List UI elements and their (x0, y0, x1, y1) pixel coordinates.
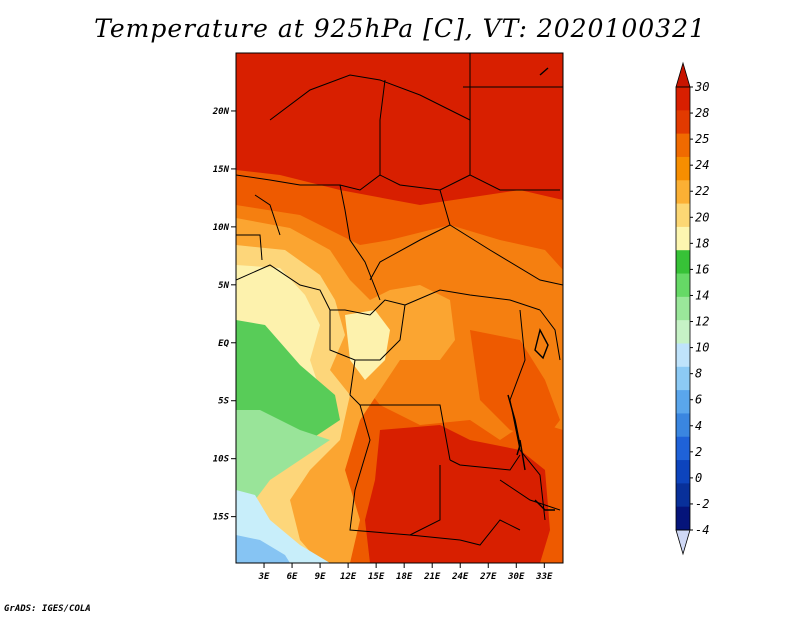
region-blue-atlantic (236, 535, 290, 563)
colorbar-label: 2 (695, 445, 702, 459)
map-title: Temperature at 925hPa [C], VT: 202010032… (94, 14, 706, 43)
lat-tick-label: EQ (218, 339, 229, 349)
region-pale-congo-basin (345, 310, 390, 380)
colorbar-segment (676, 460, 690, 484)
colorbar-label: 14 (695, 288, 709, 302)
colorbar-label: 22 (695, 184, 709, 198)
colorbar-label: 12 (695, 315, 709, 329)
colorbar-label: 20 (695, 210, 709, 224)
colorbar-label: 10 (695, 341, 709, 355)
colorbar-segment (676, 250, 690, 275)
lon-tick-label: 21E (423, 572, 441, 582)
colorbar-label: 18 (695, 236, 709, 250)
colorbar-label: 8 (695, 367, 702, 381)
lat-tick-label: 20N (212, 107, 230, 117)
lon-tick-label: 6E (287, 572, 298, 582)
colorbar-label: 4 (695, 419, 702, 433)
region-orange-east-africa (470, 330, 560, 440)
colorbar-top-arrow (675, 61, 691, 88)
lat-tick-label: 5S (218, 397, 229, 407)
colorbar-segment (676, 436, 690, 461)
colorbar-segment (676, 180, 690, 205)
country-borders (236, 53, 563, 546)
lon-tick-label: 12E (340, 572, 357, 582)
lon-tick-label: 27E (479, 572, 497, 582)
colorbar-segment (676, 156, 690, 181)
credit-text: GrADS: IGES/COLA (4, 604, 91, 614)
colorbar-segment (676, 133, 690, 158)
colorbar-segment (676, 506, 690, 531)
colorbar-segment (676, 110, 690, 135)
lat-tick-label: 10N (213, 223, 230, 233)
colorbar-segment (676, 87, 690, 111)
lon-tick-label: 18E (396, 572, 413, 582)
colorbar-label: 24 (695, 158, 709, 172)
colorbar-segment (676, 483, 690, 508)
colorbar-segment (676, 226, 690, 251)
lon-tick-label: 15E (368, 572, 385, 582)
region-hot-angola (365, 425, 550, 563)
region-lightgreen-atlantic (236, 410, 330, 515)
map-plot-area (236, 53, 563, 563)
lon-tick-label: 30E (507, 572, 525, 582)
colorbar-segment (676, 296, 690, 321)
colorbar-label: 30 (694, 80, 709, 94)
colorbar-label: -2 (695, 497, 709, 511)
colorbar-label: 0 (695, 471, 702, 485)
lon-ticks: 3E 6E 9E 12E 15E 18E 21E 24E 27E 30E 33E (258, 563, 553, 582)
colorbar-label: 25 (695, 132, 709, 146)
map-frame (235, 52, 564, 564)
lat-tick-label: 15S (213, 513, 230, 523)
colorbar-frame (675, 86, 691, 531)
colorbar-segment (676, 343, 690, 368)
colorbar-label: -4 (695, 523, 709, 537)
colorbar-label: 28 (695, 106, 709, 120)
lon-tick-label: 24E (451, 572, 469, 582)
colorbar-label: 16 (695, 262, 709, 276)
lat-ticks: 20N 15N 10N 5N EQ 5S 10S 15S (212, 107, 236, 523)
colorbar-segment (676, 320, 690, 344)
colorbar-bottom-arrow (675, 529, 691, 556)
colorbar-segment (676, 390, 690, 414)
lon-tick-label: 33E (535, 572, 553, 582)
colorbar-label: 6 (695, 393, 702, 407)
lon-tick-label: 9E (315, 572, 326, 582)
colorbar-segment (676, 273, 690, 298)
colorbar-segment (676, 203, 690, 228)
lat-tick-label: 5N (218, 281, 229, 291)
lakes (507, 67, 555, 511)
colorbar-segment (676, 413, 690, 438)
lon-tick-label: 3E (258, 572, 270, 582)
lat-tick-label: 15N (213, 165, 230, 175)
colorbar-segment (676, 366, 690, 391)
lat-tick-label: 10S (213, 455, 230, 465)
